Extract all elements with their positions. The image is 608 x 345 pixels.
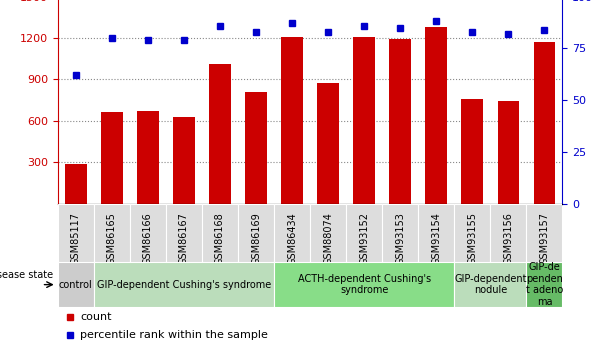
Bar [317,83,339,204]
Bar [137,111,159,204]
Text: GSM93155: GSM93155 [468,212,477,265]
Bar [310,204,346,262]
Bar [527,262,562,307]
Bar [202,204,238,262]
Bar [209,64,231,204]
Text: GSM86168: GSM86168 [215,212,225,265]
Bar [130,204,166,262]
Bar [282,37,303,204]
Bar [274,204,310,262]
Bar [94,262,274,307]
Text: GSM86166: GSM86166 [143,212,153,265]
Bar [65,164,86,204]
Bar [418,204,454,262]
Bar [238,204,274,262]
Bar [454,262,527,307]
Text: count: count [80,313,112,322]
Text: GSM86434: GSM86434 [287,212,297,265]
Text: percentile rank within the sample: percentile rank within the sample [80,330,268,339]
Bar [389,39,411,204]
Bar [166,204,202,262]
Text: GSM93156: GSM93156 [503,212,513,265]
Text: control: control [59,280,92,289]
Text: GSM93154: GSM93154 [431,212,441,265]
Text: GSM93153: GSM93153 [395,212,405,265]
Bar [454,204,490,262]
Text: GSM86167: GSM86167 [179,212,189,265]
Bar [527,204,562,262]
Text: ACTH-dependent Cushing's
syndrome: ACTH-dependent Cushing's syndrome [297,274,430,295]
Bar [497,101,519,204]
Bar [353,37,375,204]
Text: GSM93152: GSM93152 [359,212,369,265]
Text: GIP-de
penden
t adeno
ma: GIP-de penden t adeno ma [526,262,563,307]
Bar [58,262,94,307]
Bar [426,27,447,204]
Bar [490,204,527,262]
Bar [534,42,555,204]
Text: disease state: disease state [0,270,53,280]
Bar [245,92,267,204]
Bar [101,112,123,204]
Bar [173,117,195,204]
Bar [346,204,382,262]
Bar [58,204,94,262]
Text: GSM86169: GSM86169 [251,212,261,265]
Text: GIP-dependent
nodule: GIP-dependent nodule [454,274,527,295]
Text: GSM86165: GSM86165 [107,212,117,265]
Text: GIP-dependent Cushing's syndrome: GIP-dependent Cushing's syndrome [97,280,271,289]
Text: GSM88074: GSM88074 [323,212,333,265]
Text: GSM85117: GSM85117 [71,212,81,265]
Bar [461,99,483,204]
Bar [382,204,418,262]
Text: GSM93157: GSM93157 [539,212,550,265]
Bar [94,204,130,262]
Bar [274,262,454,307]
